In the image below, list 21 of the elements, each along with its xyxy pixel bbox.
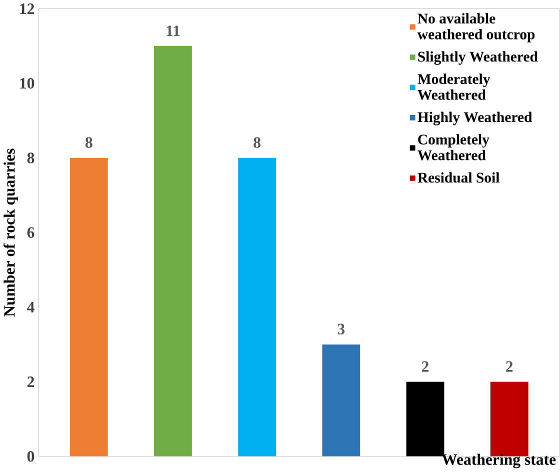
y-tick-label: 6 bbox=[27, 227, 34, 238]
data-label: 11 bbox=[166, 26, 180, 36]
y-tick-label: 4 bbox=[27, 302, 34, 312]
legend-label: Moderately Weathered bbox=[418, 74, 490, 100]
y-tick-label: 2 bbox=[27, 376, 34, 388]
y-tick-label: 8 bbox=[27, 152, 34, 164]
legend-label: No available weathered outcrop bbox=[417, 13, 535, 42]
y-tick-label: 10 bbox=[20, 78, 34, 89]
data-label: 2 bbox=[506, 361, 513, 372]
legend-label: Slightly Weathered bbox=[418, 51, 538, 65]
legend-label: Residual Soil bbox=[418, 172, 500, 183]
data-label: 3 bbox=[338, 324, 345, 335]
data-label: 8 bbox=[254, 137, 260, 148]
legend-label: Completely Weathered bbox=[418, 134, 490, 161]
y-axis-title: Number of rock quarries bbox=[4, 148, 18, 317]
y-tick-label: 12 bbox=[20, 4, 34, 14]
x-axis-title: Weathering state bbox=[442, 454, 556, 468]
data-label: 2 bbox=[422, 361, 429, 372]
data-label: 8 bbox=[85, 137, 92, 148]
legend-label: Highly Weathered bbox=[418, 112, 532, 126]
y-tick-label: 0 bbox=[27, 451, 34, 462]
